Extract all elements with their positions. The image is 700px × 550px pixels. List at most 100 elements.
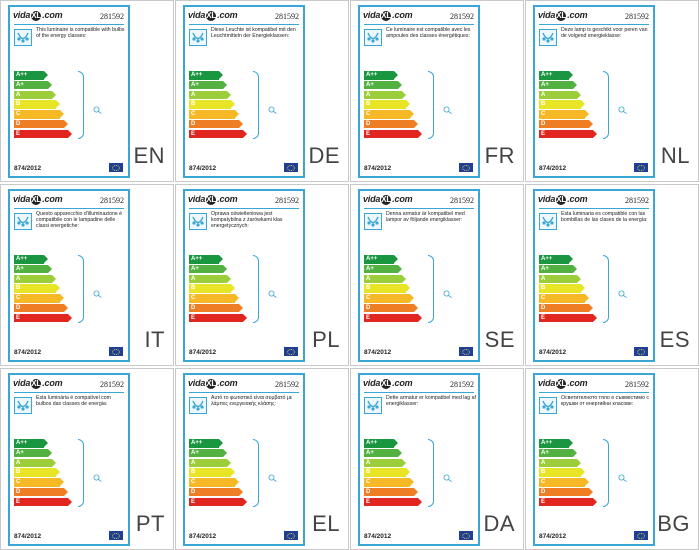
energy-class-bar-d: D — [14, 487, 68, 497]
product-code: 281592 — [625, 380, 649, 389]
regulation-number: 874/2012 — [539, 349, 567, 356]
class-range-bracket — [78, 255, 84, 323]
language-code: DE — [308, 143, 340, 168]
energy-class-bar-c: C — [364, 294, 414, 303]
header-divider — [189, 208, 299, 209]
energy-class-bar-c: C — [364, 478, 414, 487]
energy-class-bar-aplusplus: A++ — [14, 439, 48, 448]
brand-mark: XL — [206, 378, 217, 389]
brand-mark: XL — [31, 378, 42, 389]
language-code: FR — [484, 143, 515, 168]
header-divider — [14, 24, 124, 25]
lamp-icon — [14, 29, 32, 46]
energy-class-bar-a: A — [14, 458, 56, 468]
energy-class-scale: A++ A+ A B C D E — [14, 255, 74, 324]
compatibility-text: Denna armatur är kompatibel med lampor a… — [386, 211, 465, 224]
energy-class-bar-b: B — [364, 468, 410, 477]
brand-name: vida — [363, 378, 381, 388]
energy-class-bar-c: C — [14, 478, 64, 487]
eu-flag-icon — [109, 163, 123, 172]
energy-class-bar-aplus: A+ — [364, 80, 402, 90]
product-code: 281592 — [275, 196, 299, 205]
brand-logo: vidaXL.com — [363, 10, 413, 21]
energy-label-cell: vidaXL.com 281592 Ce luminaire est compati… — [350, 0, 524, 182]
brand-logo: vidaXL.com — [188, 378, 238, 389]
energy-class-bar-c: C — [539, 110, 589, 119]
energy-class-scale: A++ A+ A B C D E — [189, 71, 249, 140]
energy-class-bar-a: A — [364, 274, 406, 284]
energy-class-bar-aplusplus: A++ — [364, 255, 398, 264]
energy-class-bar-b: B — [189, 100, 235, 109]
energy-label-card: vidaXL.com 281592 Ce luminaire est compati… — [358, 5, 480, 178]
brand-logo: vidaXL.com — [188, 194, 238, 205]
energy-class-bar-aplusplus: A++ — [189, 71, 223, 80]
language-code: ES — [659, 327, 690, 352]
brand-name: vida — [13, 378, 31, 388]
energy-label-card: vidaXL.com 281592 Esta luminaria es compat… — [533, 189, 655, 362]
regulation-number: 874/2012 — [189, 165, 217, 172]
bulb-icon — [93, 469, 103, 482]
energy-class-scale: A++ A+ A B C D E — [189, 439, 249, 508]
energy-class-bar-aplus: A+ — [539, 264, 577, 274]
header-divider — [189, 24, 299, 25]
brand-mark: XL — [206, 194, 217, 205]
eu-flag-icon — [634, 531, 648, 540]
energy-class-bar-a: A — [364, 458, 406, 468]
compatibility-text: Deze lamp is geschikt voor peren van de … — [561, 27, 648, 40]
energy-label-card: vidaXL.com 281592 Questo apparecchio d'ill… — [8, 189, 130, 362]
bulb-icon — [618, 285, 628, 298]
energy-class-bar-aplusplus: A++ — [364, 439, 398, 448]
energy-label-cell: vidaXL.com 281592 Denna armatur är kompati… — [350, 184, 524, 366]
product-code: 281592 — [450, 196, 474, 205]
energy-class-bar-c: C — [189, 294, 239, 303]
energy-label-cell: vidaXL.com 281592 Deze lamp is geschikt vo… — [525, 0, 699, 182]
product-code: 281592 — [275, 380, 299, 389]
bulb-icon — [93, 285, 103, 298]
class-range-bracket — [603, 71, 609, 139]
language-code: SE — [484, 327, 515, 352]
brand-logo: vidaXL.com — [538, 194, 588, 205]
energy-label-card: vidaXL.com 281592 Dette armatur er kompati… — [358, 373, 480, 546]
energy-class-bar-aplus: A+ — [189, 80, 227, 90]
energy-class-scale: A++ A+ A B C D E — [539, 255, 599, 324]
energy-class-bar-b: B — [189, 284, 235, 293]
energy-class-bar-aplusplus: A++ — [189, 255, 223, 264]
energy-label-cell: vidaXL.com 281592 Αυτό το φωτιστικό είναι … — [175, 368, 349, 550]
lamp-icon — [539, 213, 557, 230]
energy-class-bar-a: A — [189, 274, 231, 284]
class-range-bracket — [428, 439, 434, 507]
energy-class-scale: A++ A+ A B C D E — [189, 255, 249, 324]
energy-class-bar-a: A — [539, 90, 581, 100]
energy-label-cell: vidaXL.com 281592 Oprawa oświetleniowa jes… — [175, 184, 349, 366]
energy-class-bar-c: C — [539, 294, 589, 303]
energy-class-bar-aplus: A+ — [14, 264, 52, 274]
regulation-number: 874/2012 — [14, 349, 42, 356]
energy-label-cell: vidaXL.com 281592 Esta luminaria es compat… — [525, 184, 699, 366]
energy-class-bar-d: D — [14, 119, 68, 129]
lamp-icon — [14, 397, 32, 414]
regulation-number: 874/2012 — [14, 533, 42, 540]
energy-class-scale: A++ A+ A B C D E — [539, 439, 599, 508]
lamp-icon — [189, 29, 207, 46]
energy-class-bar-a: A — [364, 90, 406, 100]
header-divider — [539, 392, 649, 393]
regulation-number: 874/2012 — [539, 533, 567, 540]
header-divider — [539, 208, 649, 209]
lamp-icon — [364, 29, 382, 46]
energy-class-bar-b: B — [14, 284, 60, 293]
language-code: IT — [144, 327, 165, 352]
compatibility-text: This luminaire is compatible with bulbs … — [36, 27, 125, 40]
energy-label-cell: vidaXL.com 281592 Esta luminária é compatí… — [0, 368, 174, 550]
compatibility-text: Questo apparecchio d'illuminazione è com… — [36, 211, 123, 230]
regulation-number: 874/2012 — [189, 533, 217, 540]
product-code: 281592 — [450, 380, 474, 389]
energy-label-card: vidaXL.com 281592 Denna armatur är kompati… — [358, 189, 480, 362]
brand-mark: XL — [206, 10, 217, 21]
class-range-bracket — [78, 71, 84, 139]
brand-logo: vidaXL.com — [538, 10, 588, 21]
bulb-icon — [443, 101, 453, 114]
energy-class-bar-aplusplus: A++ — [14, 255, 48, 264]
lamp-icon — [539, 397, 557, 414]
energy-class-bar-a: A — [539, 274, 581, 284]
